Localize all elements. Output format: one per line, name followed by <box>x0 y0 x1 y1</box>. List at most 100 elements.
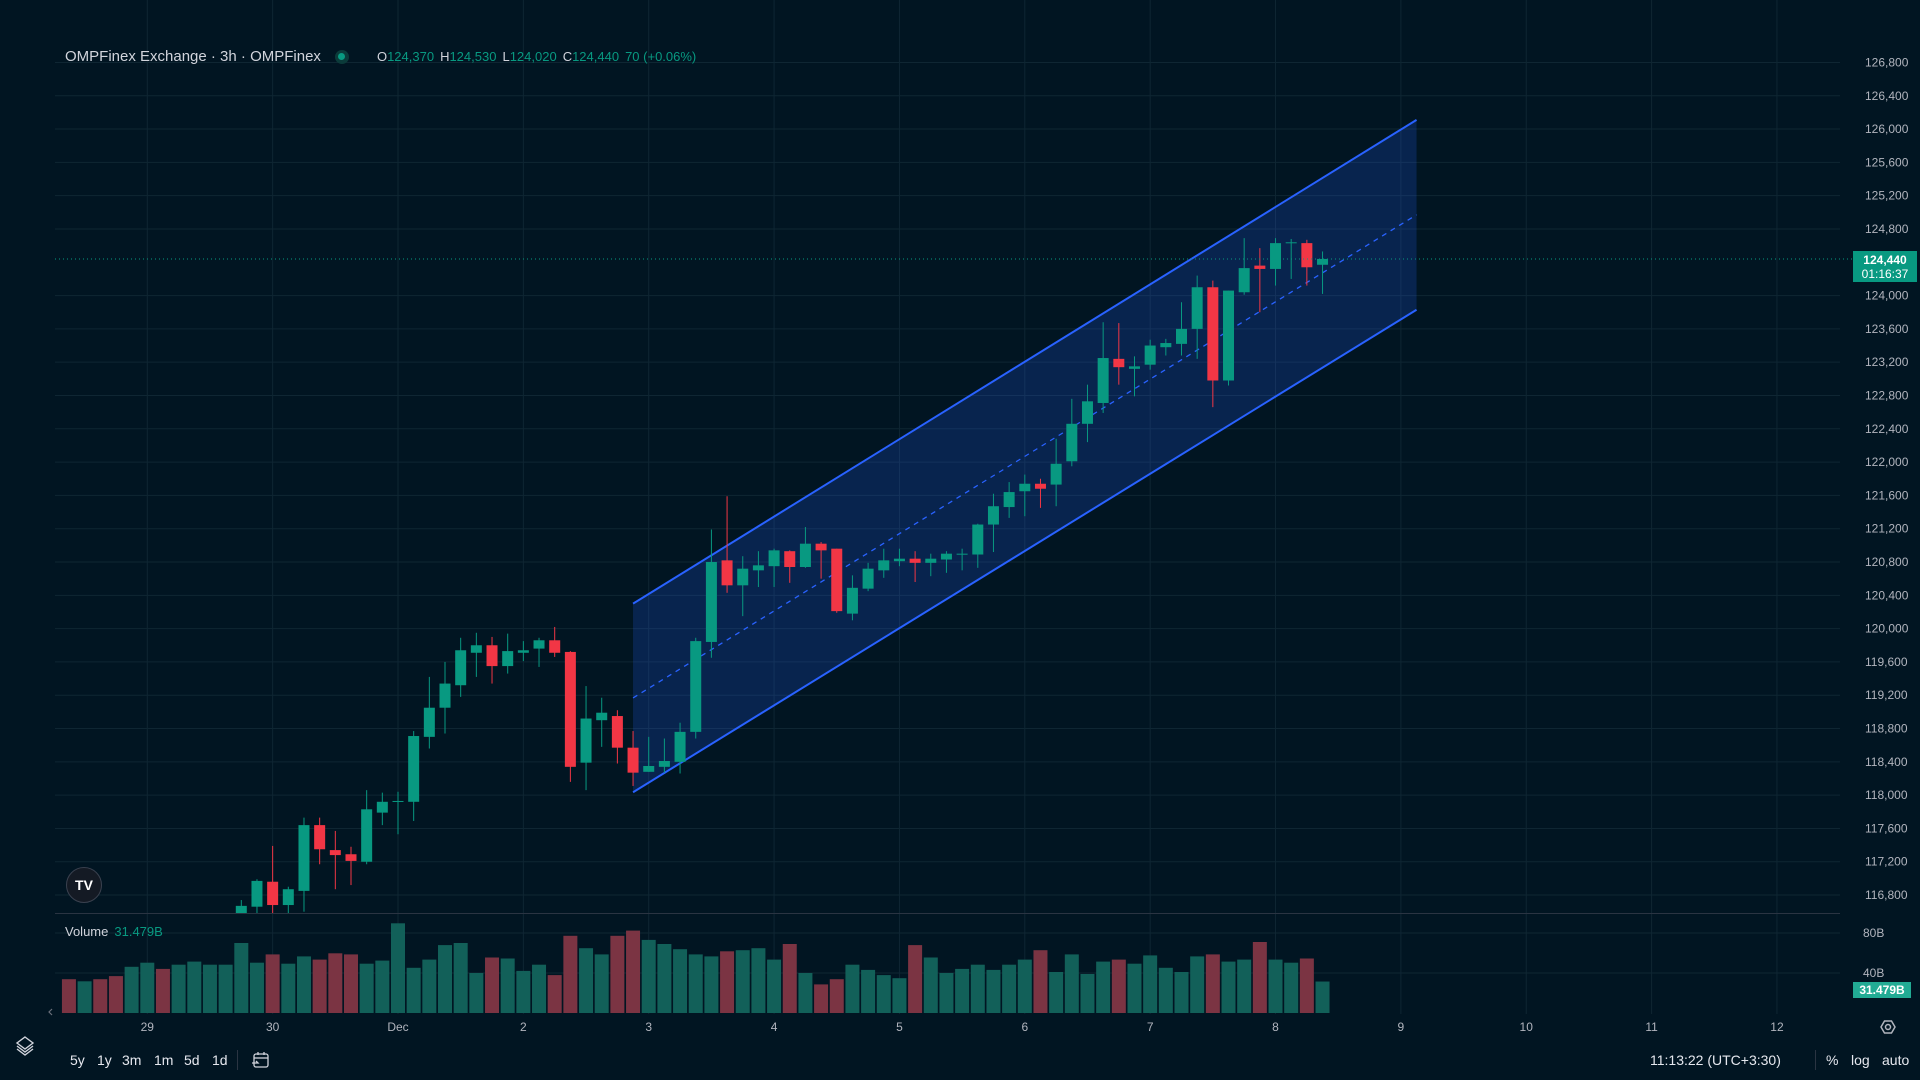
percent-scale-toggle[interactable]: % <box>1826 1052 1839 1068</box>
volume-bar <box>375 960 390 1013</box>
settings-icon[interactable] <box>1880 1020 1896 1034</box>
range-1y[interactable]: 1y <box>97 1052 112 1068</box>
candle-body <box>658 761 670 767</box>
candle-body <box>1238 268 1250 293</box>
volume-bar <box>438 945 453 1013</box>
volume-bar <box>171 964 186 1013</box>
price-tick-label: 116,800 <box>1865 888 1908 902</box>
symbol-title[interactable]: OMPFinex Exchange · 3h · OMPFinex <box>65 48 321 65</box>
range-5y[interactable]: 5y <box>70 1052 85 1068</box>
time-tick-label: 5 <box>896 1020 903 1034</box>
candle-body <box>627 747 639 773</box>
price-tick-label: 123,200 <box>1865 355 1909 369</box>
market-status-icon[interactable] <box>334 49 349 64</box>
candle-body <box>1270 243 1282 269</box>
candle-body <box>1285 242 1297 244</box>
volume-bar <box>923 957 938 1013</box>
time-tick-label: 3 <box>645 1020 652 1034</box>
price-tick-label: 121,600 <box>1865 488 1909 502</box>
volume-bar <box>986 969 1001 1013</box>
volume-bar <box>469 973 484 1013</box>
candle-body <box>1113 358 1125 368</box>
layers-icon[interactable] <box>15 1036 35 1056</box>
volume-bar <box>312 959 327 1013</box>
high-label: H <box>440 49 450 64</box>
close-label: C <box>562 49 573 64</box>
volume-bar <box>485 957 500 1013</box>
volume-value: 31.479B <box>114 924 163 939</box>
volume-legend: Volume 31.479B <box>65 924 163 939</box>
volume-bar <box>798 973 813 1013</box>
channel-midline <box>632 214 1417 699</box>
parallel-channel[interactable] <box>632 119 1418 794</box>
channel-lower-line <box>632 308 1418 794</box>
candle-body <box>956 553 968 555</box>
scroll-left-icon[interactable] <box>48 1008 53 1016</box>
goto-date-icon[interactable] <box>251 1050 271 1070</box>
range-3m[interactable]: 3m <box>122 1052 142 1068</box>
price-tick-label: 119,600 <box>1865 655 1908 669</box>
candle-body <box>878 560 890 571</box>
volume-bar <box>1002 964 1017 1013</box>
candle-body <box>815 543 827 551</box>
volume-bar <box>1033 950 1048 1013</box>
candles <box>235 238 1329 913</box>
candle-body <box>580 718 592 763</box>
candle-body <box>376 801 388 813</box>
time-tick-label: 10 <box>1520 1020 1534 1034</box>
candle-body <box>455 650 467 686</box>
time-tick-label: 12 <box>1770 1020 1784 1034</box>
volume-bar <box>1284 962 1299 1013</box>
candle-body <box>1097 358 1109 403</box>
volume-bar <box>704 956 719 1013</box>
time-tick-label: 30 <box>266 1020 280 1034</box>
range-1d[interactable]: 1d <box>212 1052 228 1068</box>
candle-body <box>1144 345 1156 365</box>
divider <box>1815 1050 1816 1070</box>
tradingview-logo-icon[interactable]: TV <box>66 867 102 903</box>
volume-bar <box>422 959 437 1013</box>
volume-bar <box>108 976 123 1013</box>
volume-bars <box>61 923 1330 1013</box>
candle-body <box>643 765 655 772</box>
volume-bar <box>1205 954 1220 1013</box>
volume-bar <box>908 945 923 1013</box>
volume-bar <box>970 964 985 1013</box>
time-tick-label: 2 <box>520 1020 527 1034</box>
volume-bar <box>673 949 688 1013</box>
candle-body <box>1301 243 1313 268</box>
volume-title[interactable]: Volume <box>65 924 109 939</box>
candle-body <box>486 645 498 667</box>
time-tick-label: 9 <box>1398 1020 1405 1034</box>
volume-bar <box>234 943 249 1013</box>
volume-bar <box>1143 955 1158 1013</box>
candle-body <box>1034 483 1046 489</box>
volume-bar <box>1221 961 1236 1013</box>
candle-body <box>862 568 874 589</box>
candle-body <box>314 825 326 850</box>
price-tick-label: 117,600 <box>1865 821 1908 835</box>
candle-body <box>517 650 529 653</box>
candle-body <box>596 712 608 721</box>
open-label: O <box>376 49 388 64</box>
volume-bar <box>782 944 797 1013</box>
range-5d[interactable]: 5d <box>184 1052 200 1068</box>
candle-body <box>1254 265 1266 269</box>
clock-timezone[interactable]: 11:13:22 (UTC+3:30) <box>1650 1052 1781 1068</box>
log-scale-toggle[interactable]: log <box>1851 1052 1870 1068</box>
volume-value-tag: 31.479B <box>1853 982 1911 998</box>
price-tick-label: 125,200 <box>1865 189 1909 203</box>
candle-body <box>752 565 764 571</box>
volume-bar <box>187 961 202 1013</box>
candle-body <box>329 850 341 856</box>
volume-bar <box>626 930 641 1013</box>
range-1m[interactable]: 1m <box>154 1052 174 1068</box>
volume-bar <box>202 964 217 1013</box>
candle-body <box>674 731 686 762</box>
volume-bar <box>1096 961 1111 1013</box>
auto-scale-toggle[interactable]: auto <box>1882 1052 1910 1068</box>
volume-bar <box>547 975 562 1013</box>
price-tick-label: 122,400 <box>1865 422 1909 436</box>
price-tick-label: 122,000 <box>1865 455 1909 469</box>
